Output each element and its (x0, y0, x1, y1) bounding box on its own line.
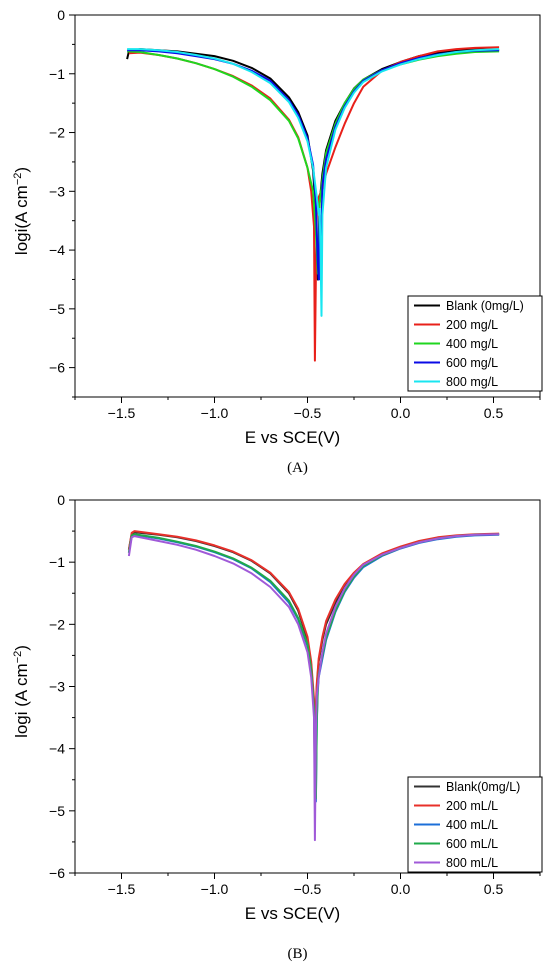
x-tick-label: 0.0 (391, 881, 411, 897)
x-tick-label: −1.5 (108, 881, 136, 897)
series-line-800-mg-l (127, 48, 500, 317)
y-tick-label: 0 (57, 492, 65, 508)
panel-b: −1.5 −1.0 −0.5 0.0 0.5 0 −1 −2 −3 −4 −5 −6 E vs SCE(… (12, 492, 543, 962)
y-tick-label: −6 (49, 360, 65, 376)
series-lines (126, 46, 500, 362)
x-tick-label: −0.5 (294, 881, 322, 897)
x-tick-label: −1.0 (201, 881, 229, 897)
legend-label: 400 mg/L (446, 337, 498, 351)
legend-label: Blank (0mg/L) (446, 299, 524, 313)
y-axis-title-base: logi (A cm (12, 663, 31, 738)
legend-label: 200 mg/L (446, 318, 498, 332)
legend-label: 800 mL/L (446, 856, 498, 870)
legend-label: 400 mL/L (446, 818, 498, 832)
y-tick-label: −3 (49, 183, 65, 199)
legend-label: 800 mg/L (446, 375, 498, 389)
panel-a: −1.5 −1.0 −0.5 0.0 0.5 0 −1 −2 −3 −4 −5 −6 E vs SCE(… (12, 7, 543, 476)
y-tick-label: −5 (49, 803, 65, 819)
y-axis-title: logi (A cm−2) (12, 645, 31, 738)
x-tick-label: 0.0 (391, 405, 411, 421)
y-tick-label: −3 (49, 679, 65, 695)
legend-label: 600 mL/L (446, 837, 498, 851)
x-tick-label: −1.0 (201, 405, 229, 421)
panel-label: (A) (287, 460, 308, 476)
series-lines (127, 530, 500, 842)
y-tick-label: −2 (49, 616, 65, 632)
x-axis-title: E vs SCE(V) (245, 904, 340, 923)
x-tick-label: −0.5 (294, 405, 322, 421)
x-tick-label: −1.5 (108, 405, 136, 421)
y-tick-label: 0 (57, 7, 65, 23)
series-line-800-ml-l (127, 533, 500, 842)
y-axis-title-end: ) (12, 645, 31, 651)
legend: Blank (0mg/L) 200 mg/L 400 mg/L 600 mg/L 800… (407, 295, 543, 392)
legend-label: Blank(0mg/L) (446, 780, 520, 794)
y-axis-title-sup: −2 (12, 651, 24, 664)
legend-label: 600 mg/L (446, 356, 498, 370)
y-tick-label: −1 (49, 66, 65, 82)
y-axis-title-sup: −2 (12, 173, 24, 186)
legend-label: 200 mL/L (446, 799, 498, 813)
y-tick-label: −6 (49, 865, 65, 881)
x-tick-label: 0.5 (484, 405, 504, 421)
y-tick-label: −2 (49, 125, 65, 141)
y-tick-label: −4 (49, 741, 65, 757)
y-axis-title-base: logi(A cm (12, 185, 31, 255)
y-tick-label: −5 (49, 301, 65, 317)
y-axis-title: logi(A cm−2) (12, 167, 31, 255)
y-tick-label: −1 (49, 554, 65, 570)
y-tick-label: −4 (49, 242, 65, 258)
legend: Blank(0mg/L) 200 mL/L 400 mL/L 600 mL/L 800 … (407, 776, 543, 873)
panel-label: (B) (288, 946, 308, 962)
x-axis-title: E vs SCE(V) (245, 428, 340, 447)
x-tick-label: 0.5 (484, 881, 504, 897)
y-axis-title-end: ) (12, 167, 31, 173)
